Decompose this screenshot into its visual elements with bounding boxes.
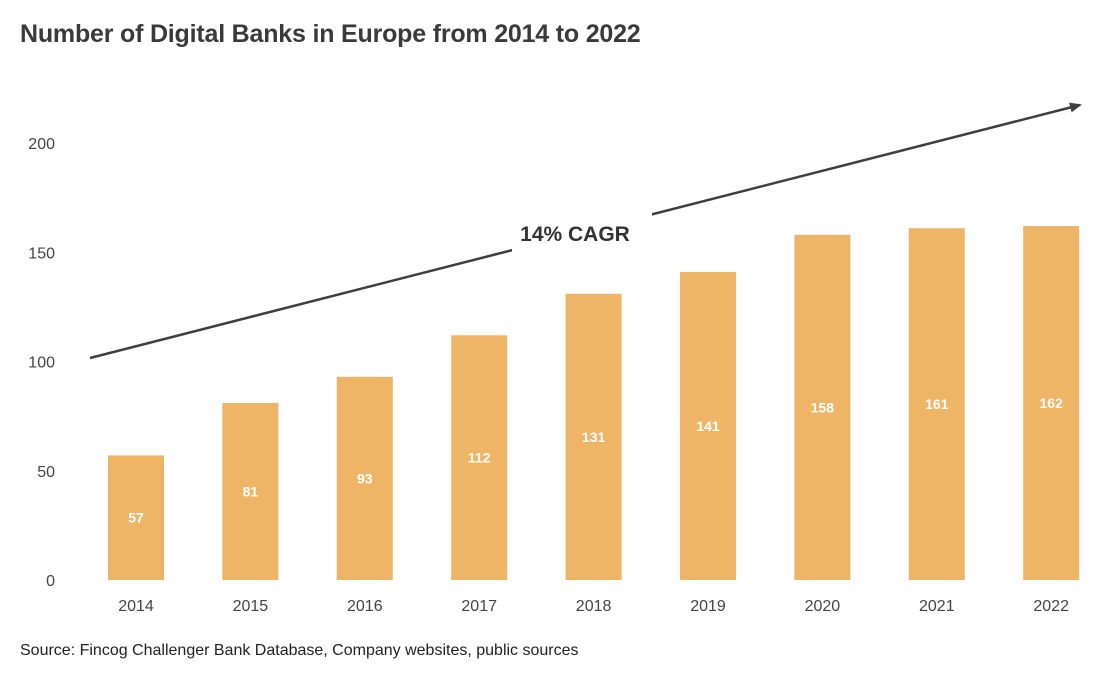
bar-value-label: 141 <box>696 418 720 434</box>
bar <box>336 376 393 580</box>
x-tick-label: 2020 <box>805 598 841 615</box>
bars: 57 81 93 112 131 141 158 161 162 <box>108 226 1080 580</box>
x-tick-label: 2022 <box>1033 598 1069 615</box>
chart-title: Number of Digital Banks in Europe from 2… <box>20 20 641 48</box>
cagr-trend: 14% CAGR <box>89 102 1082 360</box>
bar-value-label: 131 <box>582 429 606 445</box>
x-tick-label: 2021 <box>919 598 955 615</box>
cagr-label-background <box>512 212 652 252</box>
bar <box>222 403 279 580</box>
y-axis: 0 50 100 150 200 <box>28 136 55 590</box>
x-tick-label: 2018 <box>576 598 612 615</box>
bar-value-label: 162 <box>1040 395 1064 411</box>
bar-value-label: 158 <box>811 399 835 415</box>
bar-value-label: 93 <box>357 470 373 486</box>
bar-value-label: 81 <box>243 484 259 500</box>
bar <box>680 271 736 580</box>
bar <box>794 234 851 580</box>
bar <box>451 335 508 580</box>
bar <box>908 228 965 580</box>
bar-value-label: 57 <box>128 510 144 526</box>
x-tick-label: 2015 <box>233 598 269 615</box>
x-axis: 2014 2015 2016 2017 2018 2019 2020 2021 2022 <box>118 598 1069 615</box>
y-tick-label: 100 <box>28 355 55 372</box>
bar-value-label: 112 <box>468 450 491 466</box>
y-tick-label: 0 <box>46 573 55 590</box>
bar <box>565 293 622 580</box>
y-tick-label: 150 <box>28 245 55 262</box>
bar <box>108 455 164 580</box>
x-tick-label: 2016 <box>347 598 383 615</box>
y-tick-label: 50 <box>37 464 55 481</box>
source-note: Source: Fincog Challenger Bank Database,… <box>20 642 579 659</box>
x-tick-label: 2014 <box>118 598 154 615</box>
x-tick-label: 2019 <box>690 598 726 615</box>
bar-value-label: 161 <box>925 396 949 412</box>
y-tick-label: 200 <box>28 136 55 153</box>
cagr-label: 14% CAGR <box>520 223 630 246</box>
bar <box>1023 226 1080 580</box>
x-tick-label: 2017 <box>461 598 497 615</box>
